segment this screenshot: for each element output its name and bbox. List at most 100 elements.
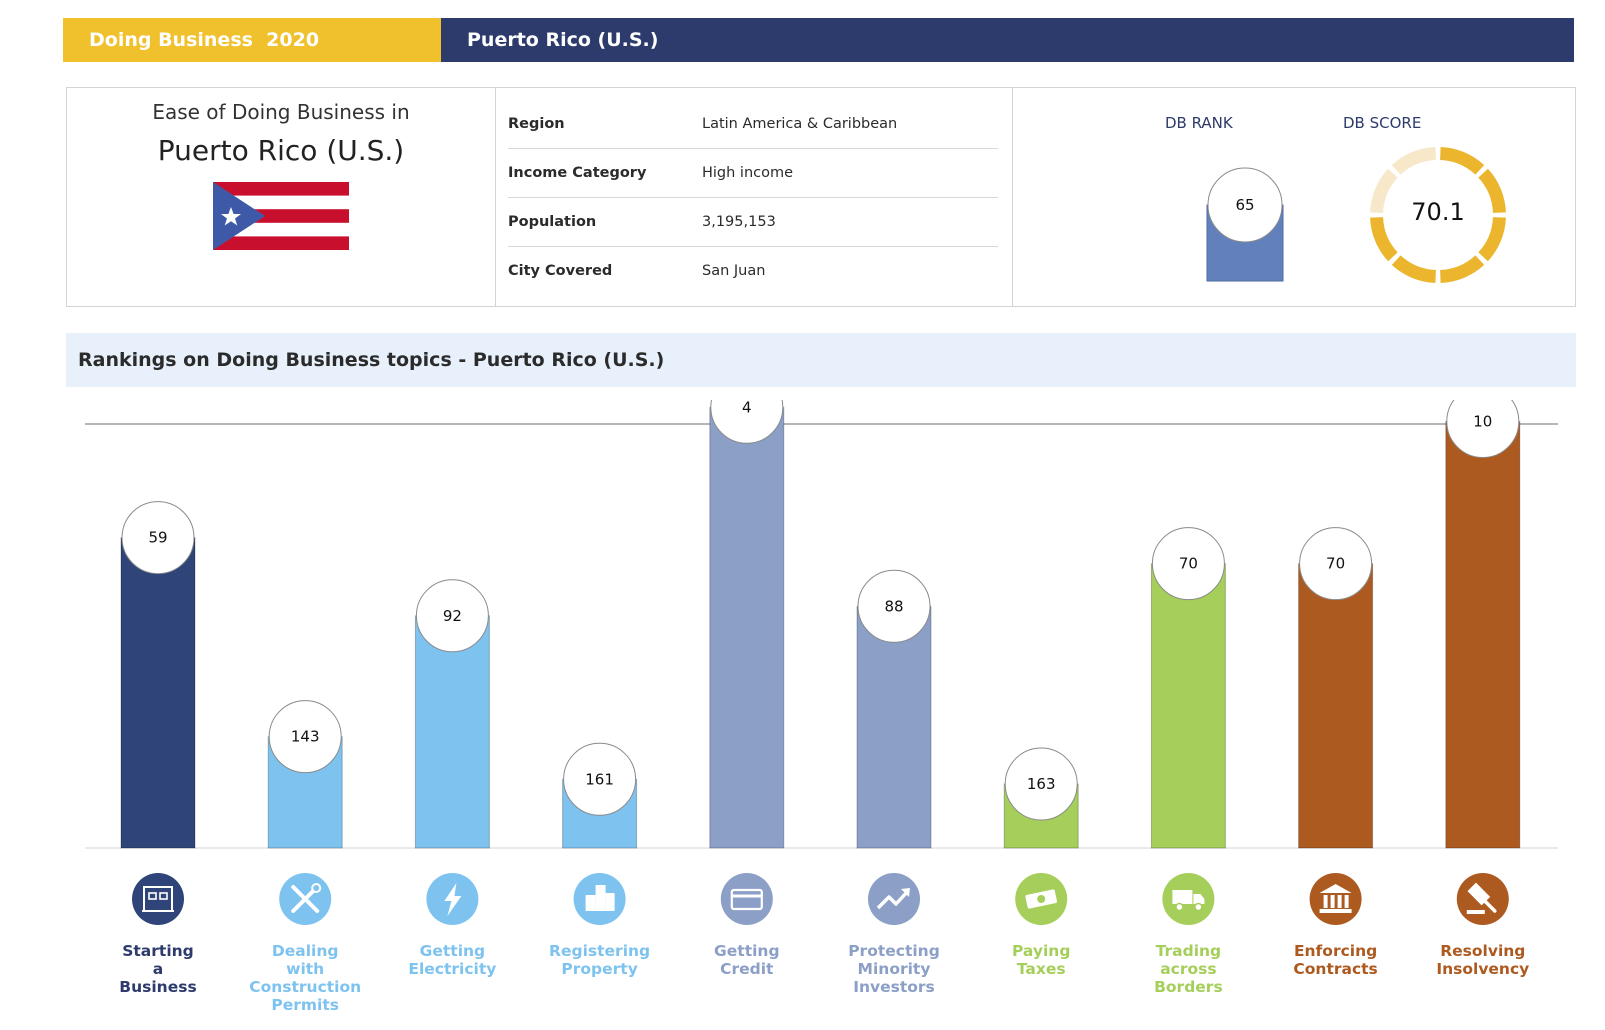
rank-bubble — [857, 569, 931, 643]
category-label-line: Dealing — [271, 942, 339, 960]
score-ring-segment — [1391, 255, 1436, 283]
truck-icon — [1162, 873, 1215, 925]
category-label: Getting Credit — [682, 942, 812, 978]
score-ring-segment — [1478, 217, 1506, 262]
topic-icons — [132, 873, 1509, 925]
rank-bubble — [415, 579, 489, 653]
fact-value: San Juan — [702, 263, 766, 279]
db-score-ring — [1370, 147, 1506, 283]
rank-value-label: 92 — [443, 607, 462, 625]
category-label-line: Electricity — [408, 960, 497, 978]
category-label-line: Borders — [1154, 978, 1223, 996]
fact-key: Income Category — [508, 165, 647, 181]
chart-bar — [1150, 563, 1226, 849]
category-label-line: Getting — [419, 942, 486, 960]
category-label: Getting Electricity — [387, 942, 517, 978]
rank-bubble — [710, 400, 784, 444]
rank-value-label: 70 — [1179, 555, 1198, 573]
chart-bar — [856, 605, 932, 849]
score-ring-segment — [1440, 147, 1485, 175]
country-card: Ease of Doing Business in Puerto Rico (U… — [67, 88, 496, 306]
category-label-line: Credit — [720, 960, 774, 978]
category-label-line: a — [152, 960, 164, 978]
db-score-value: 70.1 — [1411, 198, 1464, 226]
rankings-title: Rankings on Doing Business topics - Puer… — [66, 333, 1576, 387]
building-icon — [132, 873, 184, 925]
fact-key: Region — [508, 116, 565, 132]
db-score-label: DB SCORE — [1343, 114, 1422, 132]
gavel-icon — [1456, 873, 1509, 925]
chart-bar — [709, 406, 785, 849]
money-icon — [1015, 873, 1068, 925]
category-label: Resolving Insolvency — [1418, 942, 1548, 978]
rank-value-label: 59 — [148, 529, 167, 547]
chart-bar — [1298, 563, 1374, 849]
category-label-line: Permits — [271, 996, 339, 1014]
overview-panel: Ease of Doing Business in Puerto Rico (U… — [66, 87, 1576, 307]
puerto-rico-flag-icon — [213, 182, 349, 250]
chart-bar — [1445, 420, 1521, 849]
category-label-line: Contracts — [1293, 960, 1378, 978]
chart-bar — [414, 615, 490, 849]
rank-value-label: 70 — [1326, 555, 1345, 573]
fact-value: Latin America & Caribbean — [702, 116, 898, 132]
courthouse-icon — [1309, 873, 1362, 925]
db-stats: DB RANK DB SCORE 65 70.1 — [1013, 88, 1575, 306]
db-rank-value: 65 — [1235, 196, 1254, 214]
rankings-chart: 59 143 92 161 4 88 163 70 70 10 — [85, 400, 1558, 849]
rank-value-label: 163 — [1027, 775, 1056, 793]
score-ring-segment — [1440, 255, 1485, 283]
category-label-line: Resolving — [1440, 942, 1526, 960]
rank-value-label: 4 — [742, 400, 752, 416]
rank-bubble — [121, 501, 195, 575]
country-title: Puerto Rico (U.S.) — [441, 18, 1574, 62]
category-label-line: Insolvency — [1436, 960, 1530, 978]
category-label: Trading across Borders — [1123, 942, 1253, 996]
tools-icon — [279, 873, 332, 925]
rank-bubble — [268, 700, 342, 774]
score-ring-segment — [1391, 147, 1436, 175]
category-label-line: Getting — [714, 942, 780, 960]
category-label-line: with — [286, 960, 325, 978]
category-label-line: across — [1160, 960, 1217, 978]
fact-row-population: Population 3,195,153 — [508, 198, 998, 247]
category-label-line: Taxes — [1016, 960, 1066, 978]
score-ring-segment — [1370, 217, 1398, 262]
fact-value: 3,195,153 — [702, 214, 776, 230]
score-ring-segment — [1370, 168, 1398, 213]
category-label-line: Minority — [857, 960, 931, 978]
category-label-line: Protecting — [848, 942, 940, 960]
fact-row-city: City Covered San Juan — [508, 247, 998, 295]
rank-value-label: 10 — [1473, 412, 1492, 430]
category-label: Registering Property — [535, 942, 665, 978]
ease-label: Ease of Doing Business in — [152, 100, 410, 124]
db-rank-label: DB RANK — [1165, 114, 1233, 132]
category-label: Paying Taxes — [976, 942, 1106, 978]
category-label-line: Starting — [122, 942, 194, 960]
category-label-line: Business — [119, 978, 197, 996]
fact-value: High income — [702, 165, 794, 181]
report-title: Doing Business 2020 — [63, 18, 441, 62]
fact-row-income: Income Category High income — [508, 149, 998, 198]
rank-bubble — [1299, 527, 1373, 601]
category-label-line: Registering — [549, 942, 651, 960]
credit-card-icon — [720, 873, 773, 925]
property-icon — [573, 873, 626, 925]
category-label-line: Paying — [1011, 942, 1071, 960]
ease-country: Puerto Rico (U.S.) — [157, 134, 405, 167]
rank-value-label: 143 — [291, 728, 320, 746]
category-label: Starting a Business — [93, 942, 223, 996]
category-label-line: Property — [561, 960, 638, 978]
fact-row-region: Region Latin America & Caribbean — [508, 100, 998, 149]
trend-up-icon — [868, 873, 920, 925]
rank-bubble — [563, 742, 637, 816]
category-label-line: Construction — [249, 978, 362, 996]
rank-bubble — [1004, 747, 1078, 821]
category-label-line: Enforcing — [1293, 942, 1378, 960]
category-label: Enforcing Contracts — [1271, 942, 1401, 978]
fact-key: City Covered — [508, 263, 613, 279]
score-ring-segment — [1478, 168, 1506, 213]
category-label: Dealing with Construction Permits — [240, 942, 370, 1014]
category-label-line: Investors — [853, 978, 935, 996]
category-label-line: Trading — [1155, 942, 1222, 960]
